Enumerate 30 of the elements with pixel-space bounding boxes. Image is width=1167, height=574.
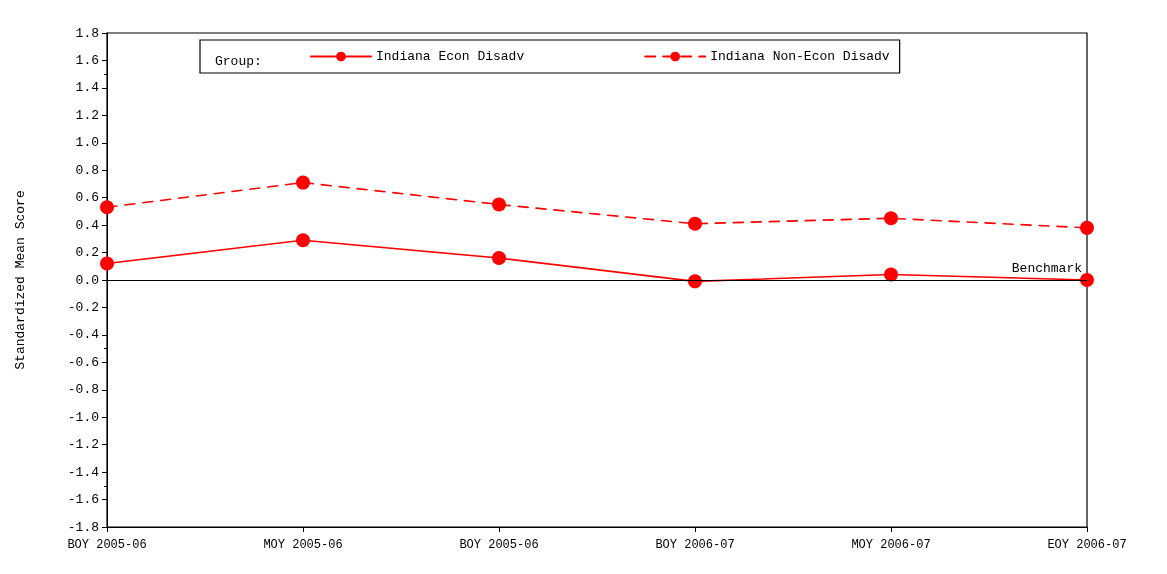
y-tick-label: -0.6 <box>67 354 99 370</box>
ref-line-label: Benchmark <box>1011 261 1083 276</box>
y-tick-label: -1.2 <box>67 437 99 453</box>
x-tick-label: MOY 2006-07 <box>851 538 931 552</box>
x-tick-label: MOY 2005-06 <box>263 538 343 552</box>
y-tick-label: 1.6 <box>75 52 99 68</box>
y-tick-label: 1.0 <box>75 135 99 151</box>
x-tick-label: BOY 2005-06 <box>67 538 147 552</box>
y-tick-label: -1.6 <box>67 492 99 508</box>
x-tick-label: BOY 2006-07 <box>655 538 735 552</box>
y-tick-label: 1.4 <box>75 80 100 96</box>
y-tick-label: 0.4 <box>75 217 100 233</box>
y-tick-label: 0.8 <box>75 162 99 178</box>
legend-label: Indiana Econ Disadv <box>376 49 525 64</box>
y-tick-label: -1.8 <box>67 519 99 535</box>
legend-title: Group: <box>215 54 262 69</box>
y-tick-label: 0.0 <box>75 272 99 288</box>
y-tick-label: 1.2 <box>75 107 99 123</box>
y-tick-label: -1.0 <box>67 409 99 425</box>
y-tick-label: 1.8 <box>75 25 99 41</box>
x-tick-label: BOY 2005-06 <box>459 538 539 552</box>
y-tick-label: -0.4 <box>67 327 100 343</box>
y-tick-label: -0.2 <box>67 299 99 315</box>
y-tick-label: -1.4 <box>67 464 100 480</box>
y-tick-label: -0.8 <box>67 382 99 398</box>
y-tick-label: 0.2 <box>75 245 99 261</box>
x-tick-label: EOY 2006-07 <box>1047 538 1127 552</box>
legend-label: Indiana Non-Econ Disadv <box>710 49 890 64</box>
y-tick-label: 0.6 <box>75 190 99 206</box>
y-axis-title: Standardized Mean Score <box>13 190 28 370</box>
